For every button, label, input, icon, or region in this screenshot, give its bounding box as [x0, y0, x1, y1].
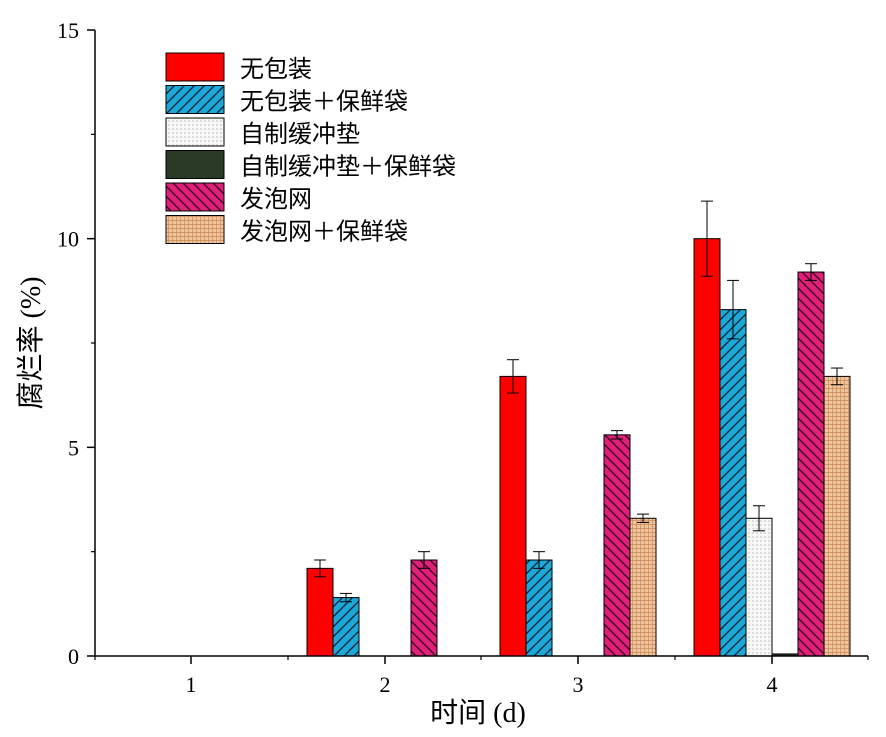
bar-4-3 — [797, 271, 825, 657]
bar-4-2 — [603, 434, 631, 657]
legend-label-4: 发泡网 — [240, 186, 312, 213]
y-tick-label-5: 5 — [68, 435, 79, 460]
bar-4-1 — [410, 559, 438, 657]
bar-5-2 — [629, 517, 657, 657]
x-tick-label-3: 3 — [573, 672, 584, 697]
y-tick-label-0: 0 — [68, 644, 79, 669]
bar-1-2 — [525, 559, 553, 657]
legend-label-3: 自制缓冲垫＋保鲜袋 — [240, 154, 456, 181]
error-bars-layer — [314, 200, 843, 603]
legend-swatch-0 — [165, 52, 225, 82]
x-tick-label-4: 4 — [767, 672, 778, 697]
bar-0-2 — [499, 375, 527, 657]
bar-0-1 — [306, 567, 334, 657]
x-tick-label-2: 2 — [380, 672, 391, 697]
y-tick-label-15: 15 — [57, 18, 79, 43]
legend-swatch-4 — [165, 182, 225, 212]
legend-swatch-3 — [165, 150, 225, 179]
legend-label-5: 发泡网＋保鲜袋 — [240, 219, 408, 246]
x-axis-title: 时间 (d) — [430, 697, 526, 729]
legend-swatch-1 — [165, 85, 225, 114]
legend-label-0: 无包装 — [240, 56, 312, 83]
y-ticks: 0 5 10 15 — [57, 18, 95, 669]
legend-label-2: 自制缓冲垫 — [240, 121, 360, 148]
legend-label-1: 无包装＋保鲜袋 — [240, 89, 408, 116]
legend-swatch-5 — [165, 215, 225, 244]
legend-swatch-2 — [165, 117, 225, 147]
y-axis-title: 腐烂率 (%) — [15, 277, 47, 410]
bar-5-3 — [823, 375, 851, 657]
bar-2-3 — [745, 517, 773, 657]
bars-layer — [306, 238, 851, 657]
bar-1-3 — [719, 309, 747, 657]
bar-0-3 — [693, 238, 721, 657]
bar-1-1 — [332, 597, 360, 657]
y-tick-label-10: 10 — [57, 227, 79, 252]
x-ticks: 1 2 3 4 — [94, 656, 869, 697]
x-tick-label-1: 1 — [186, 672, 197, 697]
